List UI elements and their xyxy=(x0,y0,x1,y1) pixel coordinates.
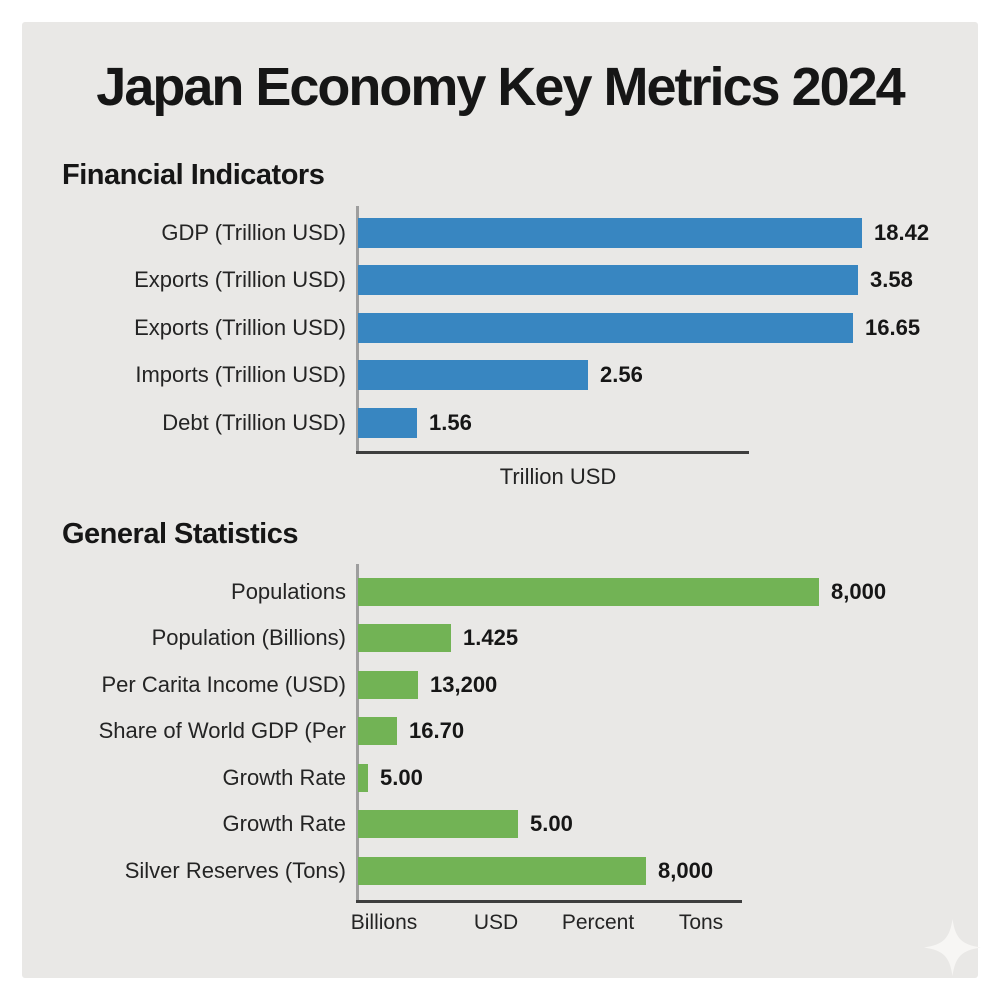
value-label: 1.425 xyxy=(463,625,519,650)
category-label: Imports (Trillion USD) xyxy=(135,362,346,387)
chart1-x-axis-line xyxy=(356,451,749,454)
chart2-tick-billions: Billions xyxy=(350,911,418,934)
chart2-tick-usd: USD xyxy=(473,911,519,934)
value-label: 2.56 xyxy=(600,362,643,387)
bar xyxy=(358,671,418,699)
category-label: Debt (Trillion USD) xyxy=(162,410,346,435)
chart2-row-population-billions: Population (Billions) 1.425 xyxy=(40,624,970,652)
chart2-row-populations: Populations 8,000 xyxy=(40,578,970,606)
category-label: Growth Rate xyxy=(222,765,347,790)
chart2-row-growth-rate-1: Growth Rate 5.00 xyxy=(40,764,970,792)
value-label: 8,000 xyxy=(658,858,714,883)
category-label: Population (Billions) xyxy=(151,625,346,650)
value-label: 16.65 xyxy=(865,315,921,340)
bar xyxy=(358,265,858,295)
chart2-tick-percent: Percent xyxy=(561,911,635,934)
section-title-financial-indicators: Financial Indicators xyxy=(62,159,325,191)
bar xyxy=(358,764,368,792)
category-label: Silver Reserves (Tons) xyxy=(124,858,346,883)
category-label: Populations xyxy=(231,579,346,604)
bar xyxy=(358,360,588,390)
chart1-row-exports-1: Exports (Trillion USD) 3.58 xyxy=(40,265,970,295)
bar xyxy=(358,810,518,838)
chart2-row-share-of-world-gdp: Share of World GDP (Per 16.70 xyxy=(40,717,970,745)
category-label: Share of World GDP (Per xyxy=(98,718,346,743)
category-label: Exports (Trillion USD) xyxy=(134,315,346,340)
value-label: 5.00 xyxy=(530,811,573,836)
bar xyxy=(358,717,397,745)
bar xyxy=(358,408,417,438)
category-label: GDP (Trillion USD) xyxy=(161,220,346,245)
chart1-row-exports-2: Exports (Trillion USD) 16.65 xyxy=(40,313,970,343)
value-label: 1.56 xyxy=(429,410,472,435)
chart2-y-axis-line xyxy=(356,564,359,901)
chart2-row-growth-rate-2: Growth Rate 5.00 xyxy=(40,810,970,838)
chart1-x-axis-label: Trillion USD xyxy=(499,464,617,489)
category-label: Per Carita Income (USD) xyxy=(101,672,346,697)
chart1-row-imports: Imports (Trillion USD) 2.56 xyxy=(40,360,970,390)
category-label: Exports (Trillion USD) xyxy=(134,267,346,292)
sparkle-icon xyxy=(924,919,981,976)
bar xyxy=(358,624,451,652)
value-label: 18.42 xyxy=(874,220,930,245)
chart1-row-gdp: GDP (Trillion USD) 18.42 xyxy=(40,218,970,248)
bar xyxy=(358,578,819,606)
value-label: 8,000 xyxy=(831,579,887,604)
value-label: 13,200 xyxy=(430,672,498,697)
bar xyxy=(358,218,862,248)
page-title: Japan Economy Key Metrics 2024 xyxy=(96,57,905,117)
chart1-y-axis-line xyxy=(356,206,359,452)
section-title-general-statistics: General Statistics xyxy=(62,518,299,550)
value-label: 3.58 xyxy=(870,267,913,292)
category-label: Growth Rate xyxy=(222,811,347,836)
chart2-row-silver-reserves: Silver Reserves (Tons) 8,000 xyxy=(40,857,970,885)
value-label: 16.70 xyxy=(409,718,465,743)
bar xyxy=(358,857,646,885)
bar xyxy=(358,313,853,343)
chart2-x-axis-line xyxy=(356,900,742,903)
chart2-row-per-carita-income: Per Carita Income (USD) 13,200 xyxy=(40,671,970,699)
value-label: 5.00 xyxy=(380,765,423,790)
chart1-row-debt: Debt (Trillion USD) 1.56 xyxy=(40,408,970,438)
chart2-tick-tons: Tons xyxy=(678,911,724,934)
